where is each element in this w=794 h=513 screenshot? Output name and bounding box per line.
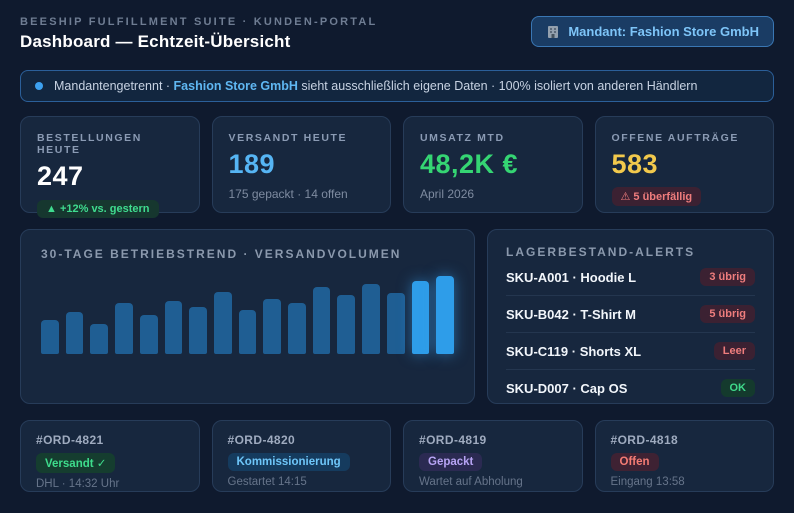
stat-card-orders-today: BESTELLUNGEN HEUTE 247 ▲ +12% vs. gester… bbox=[20, 116, 200, 218]
alert-row-sku-b042[interactable]: SKU-B042 · T-Shirt M 5 übrig bbox=[506, 296, 755, 333]
sku-label: SKU-A001 · Hoodie L bbox=[506, 269, 637, 285]
inventory-alerts-panel: LAGERBESTAND-ALERTS SKU-A001 · Hoodie L … bbox=[487, 229, 774, 404]
stat-subtext: April 2026 bbox=[420, 187, 475, 201]
order-card-4819[interactable]: #ORD-4819 Gepackt Wartet auf Abholung bbox=[403, 420, 583, 492]
tenant-isolation-banner: Mandantengetrennt · Fashion Store GmbH s… bbox=[20, 70, 774, 102]
banner-tenant-name: Fashion Store GmbH bbox=[173, 79, 298, 93]
app-eyebrow: BEESHIP FULFILLMENT SUITE · KUNDEN-PORTA… bbox=[20, 16, 378, 28]
order-subtext: DHL · 14:32 Uhr bbox=[36, 478, 120, 490]
chart-bar bbox=[288, 303, 306, 354]
stat-label: UMSATZ MTD bbox=[420, 132, 505, 144]
alert-row-sku-c119[interactable]: SKU-C119 · Shorts XL Leer bbox=[506, 333, 755, 370]
chart-bar bbox=[65, 312, 84, 354]
stat-value: 247 bbox=[37, 161, 84, 191]
overdue-badge: ⚠ 5 überfällig bbox=[611, 187, 702, 206]
order-id: #ORD-4819 bbox=[419, 433, 487, 447]
building-icon bbox=[546, 25, 560, 39]
stat-label: OFFENE AUFTRÄGE bbox=[611, 132, 739, 144]
sku-label: SKU-B042 · T-Shirt M bbox=[506, 306, 637, 322]
chart-bar bbox=[436, 276, 454, 354]
stat-value: 189 bbox=[228, 149, 276, 179]
chart-bar bbox=[312, 287, 331, 354]
chart-bar bbox=[164, 301, 183, 354]
chart-bar bbox=[115, 303, 133, 354]
tenant-selector-button[interactable]: Mandant: Fashion Store GmbH bbox=[531, 16, 774, 47]
page-title: Dashboard — Echtzeit-Übersicht bbox=[20, 32, 291, 51]
middle-row: 30-TAGE BETRIEBSTREND · VERSANDVOLUMEN L… bbox=[20, 229, 774, 404]
alerts-title: LAGERBESTAND-ALERTS bbox=[506, 245, 696, 259]
order-subtext: Eingang 13:58 bbox=[610, 476, 685, 488]
header-titles: BEESHIP FULFILLMENT SUITE · KUNDEN-PORTA… bbox=[20, 16, 377, 52]
chart-bar bbox=[238, 310, 257, 354]
chart-bar bbox=[213, 292, 232, 354]
tenant-button-label: Mandant: Fashion Store GmbH bbox=[568, 24, 759, 39]
order-card-4821[interactable]: #ORD-4821 Versandt ✓ DHL · 14:32 Uhr bbox=[20, 420, 200, 492]
order-status-badge: Kommissionierung bbox=[227, 453, 350, 471]
banner-prefix: Mandantengetrennt · bbox=[54, 79, 171, 93]
stat-value: 48,2K € bbox=[420, 149, 519, 179]
recent-orders-row: #ORD-4821 Versandt ✓ DHL · 14:32 Uhr #OR… bbox=[20, 420, 774, 492]
stat-card-open-orders: OFFENE AUFTRÄGE 583 ⚠ 5 überfällig bbox=[594, 116, 774, 213]
order-status-badge: Gepackt bbox=[419, 453, 483, 471]
chart-bar bbox=[411, 281, 430, 354]
chart-bar bbox=[337, 295, 356, 354]
bar-chart bbox=[41, 276, 454, 354]
trend-chart-panel: 30-TAGE BETRIEBSTREND · VERSANDVOLUMEN bbox=[20, 229, 475, 404]
chart-bar bbox=[263, 299, 282, 354]
chart-title: 30-TAGE BETRIEBSTREND · VERSANDVOLUMEN bbox=[41, 247, 402, 261]
order-card-4820[interactable]: #ORD-4820 Kommissionierung Gestartet 14:… bbox=[211, 420, 391, 492]
alert-row-sku-a001[interactable]: SKU-A001 · Hoodie L 3 übrig bbox=[506, 259, 755, 296]
order-id: #ORD-4818 bbox=[610, 433, 679, 447]
stat-card-revenue-mtd: UMSATZ MTD 48,2K € April 2026 bbox=[403, 116, 583, 213]
chart-bar bbox=[362, 284, 380, 354]
chart-bar bbox=[139, 315, 158, 354]
banner-suffix: sieht ausschließlich eigene Daten · 100%… bbox=[301, 79, 698, 93]
kpi-row: BESTELLUNGEN HEUTE 247 ▲ +12% vs. gester… bbox=[20, 116, 774, 218]
stock-badge: 5 übrig bbox=[700, 305, 755, 323]
status-dot-icon bbox=[35, 82, 43, 90]
order-id: #ORD-4820 bbox=[227, 433, 296, 447]
stock-badge: 3 übrig bbox=[700, 268, 755, 286]
chart-bar bbox=[41, 320, 59, 354]
chart-bar bbox=[189, 307, 207, 354]
stock-badge: Leer bbox=[713, 342, 755, 360]
stat-subtext: 175 gepackt · 14 offen bbox=[228, 187, 348, 201]
stat-value: 583 bbox=[611, 149, 659, 179]
stat-label: VERSANDT HEUTE bbox=[228, 132, 348, 144]
stock-badge: OK bbox=[720, 379, 755, 397]
chart-bar bbox=[386, 293, 405, 354]
chart-bar bbox=[90, 324, 109, 354]
sku-label: SKU-D007 · Cap OS bbox=[506, 380, 628, 396]
trend-badge: ▲ +12% vs. gestern bbox=[37, 200, 159, 218]
order-subtext: Gestartet 14:15 bbox=[227, 476, 307, 488]
header: BEESHIP FULFILLMENT SUITE · KUNDEN-PORTA… bbox=[20, 16, 774, 52]
order-id: #ORD-4821 bbox=[36, 433, 104, 447]
order-status-badge: Offen bbox=[610, 453, 659, 471]
alert-row-sku-d007[interactable]: SKU-D007 · Cap OS OK bbox=[506, 370, 755, 406]
stat-card-shipped-today: VERSANDT HEUTE 189 175 gepackt · 14 offe… bbox=[211, 116, 391, 213]
order-status-badge: Versandt ✓ bbox=[36, 453, 116, 473]
order-subtext: Wartet auf Abholung bbox=[419, 476, 523, 488]
order-card-4818[interactable]: #ORD-4818 Offen Eingang 13:58 bbox=[594, 420, 774, 492]
banner-text: Mandantengetrennt · Fashion Store GmbH s… bbox=[54, 79, 697, 93]
stat-label: BESTELLUNGEN HEUTE bbox=[37, 132, 142, 156]
sku-label: SKU-C119 · Shorts XL bbox=[506, 343, 642, 359]
